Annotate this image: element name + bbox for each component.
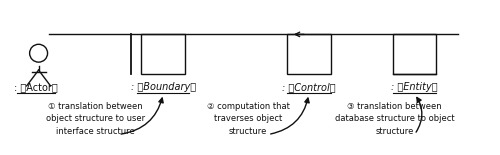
Text: : 〈Boundary〉: : 〈Boundary〉: [130, 82, 196, 92]
Text: ① translation between
object structure to user
interface structure: ① translation between object structure t…: [46, 102, 145, 136]
Bar: [392, 34, 436, 74]
Text: : 〈Actor〉: : 〈Actor〉: [14, 82, 58, 92]
Bar: [142, 34, 185, 74]
Bar: [287, 34, 331, 74]
Text: ③ translation between
database structure to object
structure: ③ translation between database structure…: [335, 102, 454, 136]
Text: ② computation that
traverses object
structure: ② computation that traverses object stru…: [206, 102, 290, 136]
Circle shape: [30, 44, 48, 62]
Text: : 〈Control〉: : 〈Control〉: [282, 82, 336, 92]
Text: : 〈Entity〉: : 〈Entity〉: [391, 82, 438, 92]
